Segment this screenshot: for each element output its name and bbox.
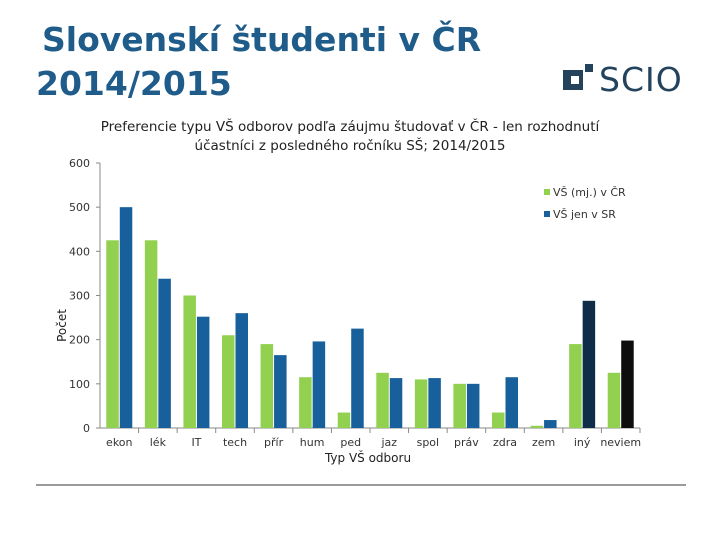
footer-divider [36, 484, 686, 486]
bar-sr-10 [505, 377, 518, 428]
chart-bars [106, 207, 634, 428]
bar-cr-5 [299, 377, 312, 428]
bar-cr-4 [260, 344, 274, 428]
bar-sr-8 [428, 378, 441, 428]
x-tick-label: iný [574, 436, 591, 449]
y-tick-label: 300 [69, 290, 90, 303]
bar-cr-9 [453, 383, 466, 428]
bar-cr-13 [607, 372, 621, 428]
x-tick-label: IT [191, 436, 201, 449]
bar-cr-6 [337, 412, 351, 428]
slide-title-line1: Slovenskí študenti v ČR [42, 20, 482, 59]
bar-cr-7 [376, 372, 389, 428]
bar-sr-5 [312, 341, 326, 428]
slide-title: Slovenskí študenti v ČR 2014/2015 [36, 18, 481, 106]
chart-legend: VŠ (mj.) v ČR VŠ jen v SR [544, 186, 626, 221]
bar-sr-12 [582, 300, 596, 428]
x-axis-title: Typ VŠ odboru [324, 450, 411, 465]
y-tick-label: 200 [69, 334, 90, 347]
y-tick-label: 0 [83, 422, 90, 435]
legend-label-1: VŠ jen v SR [553, 208, 616, 221]
bar-cr-8 [414, 379, 428, 428]
bar-sr-6 [351, 328, 364, 428]
y-tick-label: 500 [69, 201, 90, 214]
bar-sr-1 [158, 278, 171, 428]
bar-sr-11 [544, 420, 557, 428]
x-tick-label: ekon [106, 436, 132, 449]
bar-sr-2 [196, 316, 210, 428]
x-tick-label: ped [340, 436, 361, 449]
y-axis-title: Počet [55, 309, 69, 342]
scio-logo-mark [563, 64, 593, 90]
x-tick-label: hum [300, 436, 325, 449]
x-tick-label: zem [532, 436, 555, 449]
bar-cr-12 [569, 344, 582, 428]
chart-title: Preferencie typu VŠ odborov podľa záujmu… [100, 119, 600, 154]
y-tick-label: 100 [69, 378, 90, 391]
legend-swatch-0 [544, 189, 550, 195]
bar-sr-0 [119, 207, 133, 428]
y-tick-label: 600 [69, 157, 90, 170]
y-tick-label: 400 [69, 245, 90, 258]
x-tick-label: práv [454, 436, 479, 449]
bar-sr-3 [235, 313, 248, 428]
bar-cr-1 [144, 240, 158, 428]
bar-sr-13 [621, 340, 634, 428]
legend-label-0: VŠ (mj.) v ČR [553, 186, 626, 199]
chart-labels: 0 100 200 300 400 500 600 Počet ekon lék IT tech pří… [55, 157, 641, 465]
scio-logo: SCIO [563, 56, 685, 99]
bar-cr-11 [530, 425, 544, 428]
x-tick-label: zdra [493, 436, 517, 449]
bar-sr-7 [389, 378, 403, 428]
x-tick-label: lék [150, 436, 167, 449]
x-tick-label: jaz [380, 436, 397, 449]
legend-swatch-1 [544, 211, 550, 217]
bar-cr-2 [183, 295, 196, 428]
x-tick-label: neviem [600, 436, 641, 449]
bar-cr-0 [106, 240, 119, 428]
chart-axes [96, 162, 641, 433]
slide-title-line2: 2014/2015 [36, 64, 232, 103]
scio-logo-text: SCIO [599, 60, 683, 99]
bar-cr-10 [492, 412, 505, 428]
x-tick-label: tech [223, 436, 247, 449]
x-tick-label: spol [417, 436, 440, 449]
bar-sr-4 [274, 355, 287, 428]
bar-sr-9 [466, 383, 480, 428]
x-tick-label: přír [264, 436, 284, 449]
bar-cr-3 [222, 335, 235, 428]
